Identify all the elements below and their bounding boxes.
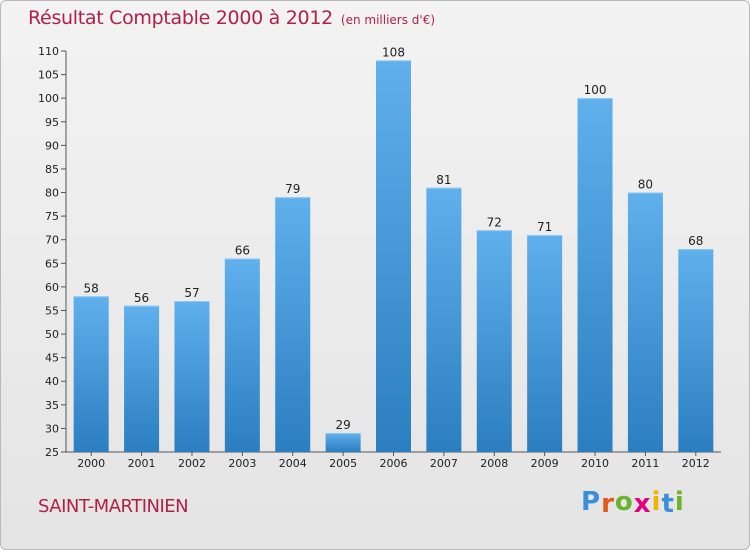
bar-2012 [678, 249, 714, 452]
y-tick-label: 35 [45, 399, 59, 412]
x-tick-label: 2008 [480, 457, 508, 470]
y-tick-label: 60 [45, 281, 59, 294]
bar-2001 [124, 305, 160, 452]
proxiti-logo: Proxiti [581, 487, 685, 519]
x-tick-label: 2001 [128, 457, 156, 470]
x-tick-label: 2004 [279, 457, 307, 470]
bar-2002 [174, 301, 210, 452]
y-axis: 25 30 35 40 45 50 55 60 65 70 75 80 85 90 95 100 105 110 [38, 45, 67, 459]
logo-letter: x [633, 489, 652, 519]
x-tick-label: 2009 [531, 457, 559, 470]
y-tick-label: 95 [45, 116, 59, 129]
y-tick-label: 40 [45, 375, 59, 388]
bars [73, 60, 714, 453]
y-tick-label: 110 [38, 45, 59, 58]
data-label: 79 [285, 182, 300, 196]
logo-letter: i [651, 487, 662, 517]
y-tick-label: 45 [45, 352, 59, 365]
logo-letter: r [601, 489, 615, 519]
x-tick-label: 2006 [380, 457, 408, 470]
x-tick-label: 2002 [178, 457, 206, 470]
data-label: 100 [584, 83, 607, 97]
bar-2004 [275, 197, 311, 452]
y-tick-label: 50 [45, 328, 59, 341]
data-label: 58 [84, 281, 99, 295]
y-tick-label: 30 [45, 422, 59, 435]
y-tick-label: 75 [45, 210, 59, 223]
logo-letter: o [614, 487, 634, 517]
chart-title-text: Résultat Comptable 2000 à 2012 [28, 7, 333, 29]
x-tick-label: 2011 [631, 457, 659, 470]
x-tick-label: 2003 [228, 457, 256, 470]
logo-letter: i [674, 487, 685, 517]
chart-title: Résultat Comptable 2000 à 2012 (en millie… [28, 7, 435, 29]
bar-2005 [325, 433, 361, 452]
data-label: 57 [184, 286, 199, 300]
y-tick-label: 65 [45, 257, 59, 270]
x-tick-label: 2012 [682, 457, 710, 470]
x-axis: 2000 2001 2002 2003 2004 2005 2006 2007 2008 2009… [66, 451, 721, 470]
logo-letter: t [661, 489, 675, 519]
data-label: 66 [235, 244, 250, 258]
bar-2010 [577, 98, 613, 453]
commune-name: SAINT-MARTINIEN [38, 496, 189, 517]
bar-2006 [376, 60, 411, 452]
bar-2007 [426, 187, 462, 452]
x-tick-label: 2010 [581, 457, 609, 470]
logo-letter: P [581, 487, 602, 517]
bar-2003 [224, 258, 260, 452]
data-label: 29 [335, 418, 350, 432]
data-label: 81 [436, 173, 451, 187]
y-tick-label: 55 [45, 304, 59, 317]
bar-2008 [476, 230, 512, 452]
x-tick-label: 2000 [77, 457, 105, 470]
data-label: 72 [487, 215, 502, 229]
y-tick-label: 85 [45, 163, 59, 176]
bar-2011 [627, 192, 663, 452]
bar-2009 [527, 234, 563, 452]
x-tick-label: 2007 [430, 457, 458, 470]
data-label: 56 [134, 291, 149, 305]
x-tick-label: 2005 [329, 457, 357, 470]
y-tick-label: 70 [45, 234, 59, 247]
data-label: 68 [688, 234, 703, 248]
y-tick-label: 80 [45, 187, 59, 200]
chart-subtitle: (en milliers d'€) [340, 13, 436, 27]
data-label: 108 [382, 45, 405, 59]
y-tick-label: 100 [38, 92, 59, 105]
y-tick-label: 25 [45, 446, 59, 459]
bar-2000 [73, 296, 109, 452]
y-tick-label: 90 [45, 139, 59, 152]
data-label: 71 [537, 220, 552, 234]
data-labels: 58 56 57 66 79 29 108 81 72 71 100 80 68 [84, 45, 704, 432]
data-label: 80 [638, 178, 653, 192]
y-tick-label: 105 [38, 69, 59, 82]
